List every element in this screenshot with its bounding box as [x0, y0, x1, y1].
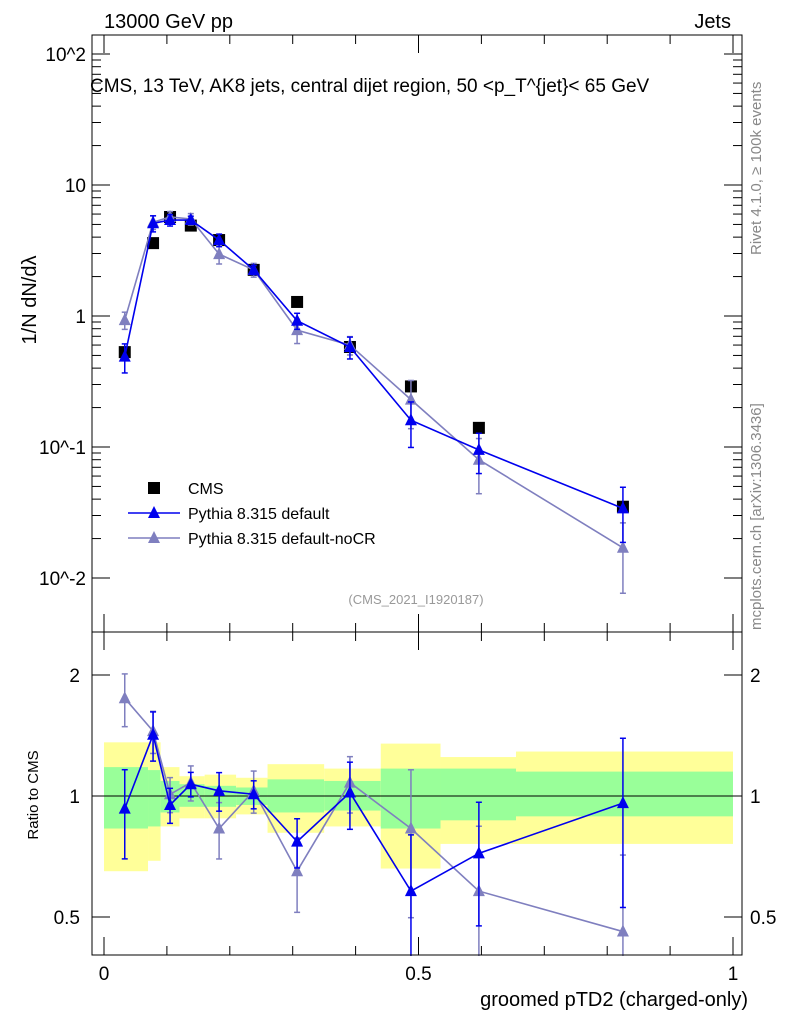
ratio-y-tick-label: 1: [69, 787, 80, 808]
square-marker: [291, 295, 304, 308]
triangle-marker: [184, 777, 197, 790]
triangle-marker: [213, 233, 226, 246]
triangle-marker: [118, 313, 131, 326]
triangle-marker: [247, 787, 260, 800]
triangle-marker: [164, 797, 177, 810]
ratio-y-tick-label: 2: [69, 666, 80, 687]
rivet-label: Rivet 4.1.0, ≥ 100k events: [748, 82, 765, 255]
y-tick-label: 1: [75, 307, 86, 328]
y-tick-label: 10^2: [45, 45, 86, 66]
ratio-y-tick-label-right: 1: [750, 787, 761, 808]
triangle-marker: [291, 864, 304, 877]
ratio-y-tick-label: 0.5: [54, 908, 80, 929]
triangle-marker: [184, 213, 197, 226]
series-line: [123, 219, 624, 510]
triangle-marker: [247, 262, 260, 275]
ratio-ylabel: Ratio to CMS: [25, 750, 42, 839]
header-left: 13000 GeV pp: [104, 11, 233, 33]
y-tick-label: 10^-1: [39, 438, 86, 459]
band-stat: [515, 771, 733, 817]
triangle-marker: [616, 924, 629, 937]
chart-title: CMS, 13 TeV, AK8 jets, central dijet reg…: [90, 76, 650, 97]
band-stat: [148, 770, 161, 827]
triangle-marker: [213, 247, 226, 260]
triangle-marker: [147, 216, 160, 229]
ratio-frame: [91, 631, 743, 956]
ratio-y-tick-label-right: 2: [750, 666, 761, 687]
triangle-marker: [213, 783, 226, 796]
x-tick-label: 0.5: [405, 964, 431, 985]
band-stat: [104, 767, 149, 829]
legend-label: Pythia 8.315 default-noCR: [188, 531, 376, 548]
triangle-marker: [148, 531, 160, 543]
header-right: Jets: [694, 11, 731, 33]
triangle-marker: [472, 846, 485, 859]
main-ylabel: 1/N dN/dλ: [19, 256, 41, 345]
triangle-marker: [616, 501, 629, 514]
triangle-marker: [616, 540, 629, 553]
triangle-marker: [118, 691, 131, 704]
triangle-marker: [148, 506, 160, 518]
legend-marker: [148, 482, 160, 494]
y-tick-label: 10: [65, 176, 86, 197]
triangle-marker: [118, 349, 131, 362]
triangle-marker: [118, 801, 131, 814]
triangle-marker: [343, 339, 356, 352]
triangle-marker: [472, 442, 485, 455]
triangle-marker: [213, 821, 226, 834]
triangle-marker: [404, 821, 417, 834]
triangle-marker: [616, 796, 629, 809]
triangle-marker: [404, 413, 417, 426]
mcplots-label: mcplots.cern.ch [arXiv:1306.3436]: [748, 403, 765, 630]
triangle-marker: [147, 727, 160, 740]
xlabel: groomed pTD2 (charged-only): [480, 989, 748, 1011]
x-tick-label: 1: [728, 964, 739, 985]
legend-label: Pythia 8.315 default: [188, 506, 330, 523]
triangle-marker: [164, 213, 177, 226]
y-tick-label: 10^-2: [39, 569, 86, 590]
series-line: [123, 216, 624, 549]
x-tick-label: 0: [99, 964, 110, 985]
triangle-marker: [291, 313, 304, 326]
legend-label: CMS: [188, 481, 224, 498]
square-marker: [472, 421, 485, 434]
triangle-marker: [404, 884, 417, 897]
analysis-label: (CMS_2021_I1920187): [348, 592, 483, 607]
triangle-marker: [291, 834, 304, 847]
triangle-marker: [343, 785, 356, 798]
ratio-y-tick-label-right: 0.5: [750, 908, 776, 929]
